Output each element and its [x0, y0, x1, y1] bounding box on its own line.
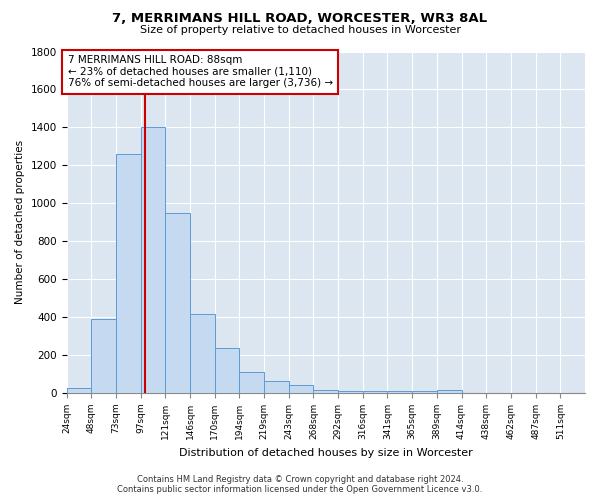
Text: Contains HM Land Registry data © Crown copyright and database right 2024.
Contai: Contains HM Land Registry data © Crown c…	[118, 474, 482, 494]
Bar	[363, 391, 388, 393]
Bar	[338, 391, 363, 393]
Bar	[239, 372, 264, 393]
Text: 7, MERRIMANS HILL ROAD, WORCESTER, WR3 8AL: 7, MERRIMANS HILL ROAD, WORCESTER, WR3 8…	[112, 12, 488, 26]
Bar	[412, 391, 437, 393]
Bar	[264, 380, 289, 393]
Bar	[140, 128, 165, 393]
X-axis label: Distribution of detached houses by size in Worcester: Distribution of detached houses by size …	[179, 448, 473, 458]
Bar	[165, 213, 190, 393]
Bar	[437, 390, 461, 393]
Bar	[67, 388, 91, 393]
Bar	[388, 391, 412, 393]
Bar	[91, 319, 116, 393]
Bar	[116, 154, 140, 393]
Bar	[289, 386, 313, 393]
Y-axis label: Number of detached properties: Number of detached properties	[15, 140, 25, 304]
Text: 7 MERRIMANS HILL ROAD: 88sqm
← 23% of detached houses are smaller (1,110)
76% of: 7 MERRIMANS HILL ROAD: 88sqm ← 23% of de…	[68, 56, 332, 88]
Text: Size of property relative to detached houses in Worcester: Size of property relative to detached ho…	[139, 25, 461, 35]
Bar	[313, 390, 338, 393]
Bar	[215, 348, 239, 393]
Bar	[190, 314, 215, 393]
